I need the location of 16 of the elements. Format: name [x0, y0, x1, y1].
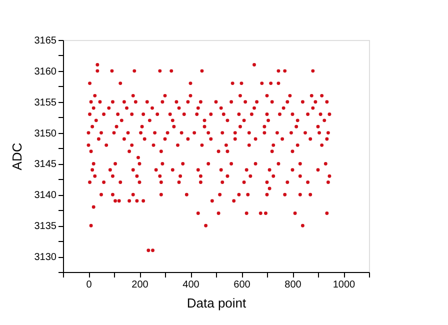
y-axis-title: ADC	[9, 142, 24, 170]
y-tick-label: 3145	[34, 159, 57, 170]
y-tick-label: 3130	[34, 252, 57, 264]
y-tick-label: 3150	[34, 128, 57, 140]
y-tick-label: 3155	[34, 97, 57, 108]
x-tick-label: 400	[182, 280, 200, 290]
y-tick-label: 3140	[34, 190, 57, 202]
y-tick-label: 3135	[34, 221, 57, 232]
x-tick-label: 0	[86, 280, 92, 290]
x-tick-label: 800	[284, 280, 302, 290]
x-axis-title: Data point	[186, 296, 247, 310]
x-tick-label: 600	[234, 280, 251, 290]
y-tick-label: 3165	[34, 36, 57, 46]
y-tick-label: 3160	[34, 66, 57, 78]
x-tick-label: 200	[132, 280, 149, 290]
x-tick-label: 1000	[332, 280, 356, 290]
